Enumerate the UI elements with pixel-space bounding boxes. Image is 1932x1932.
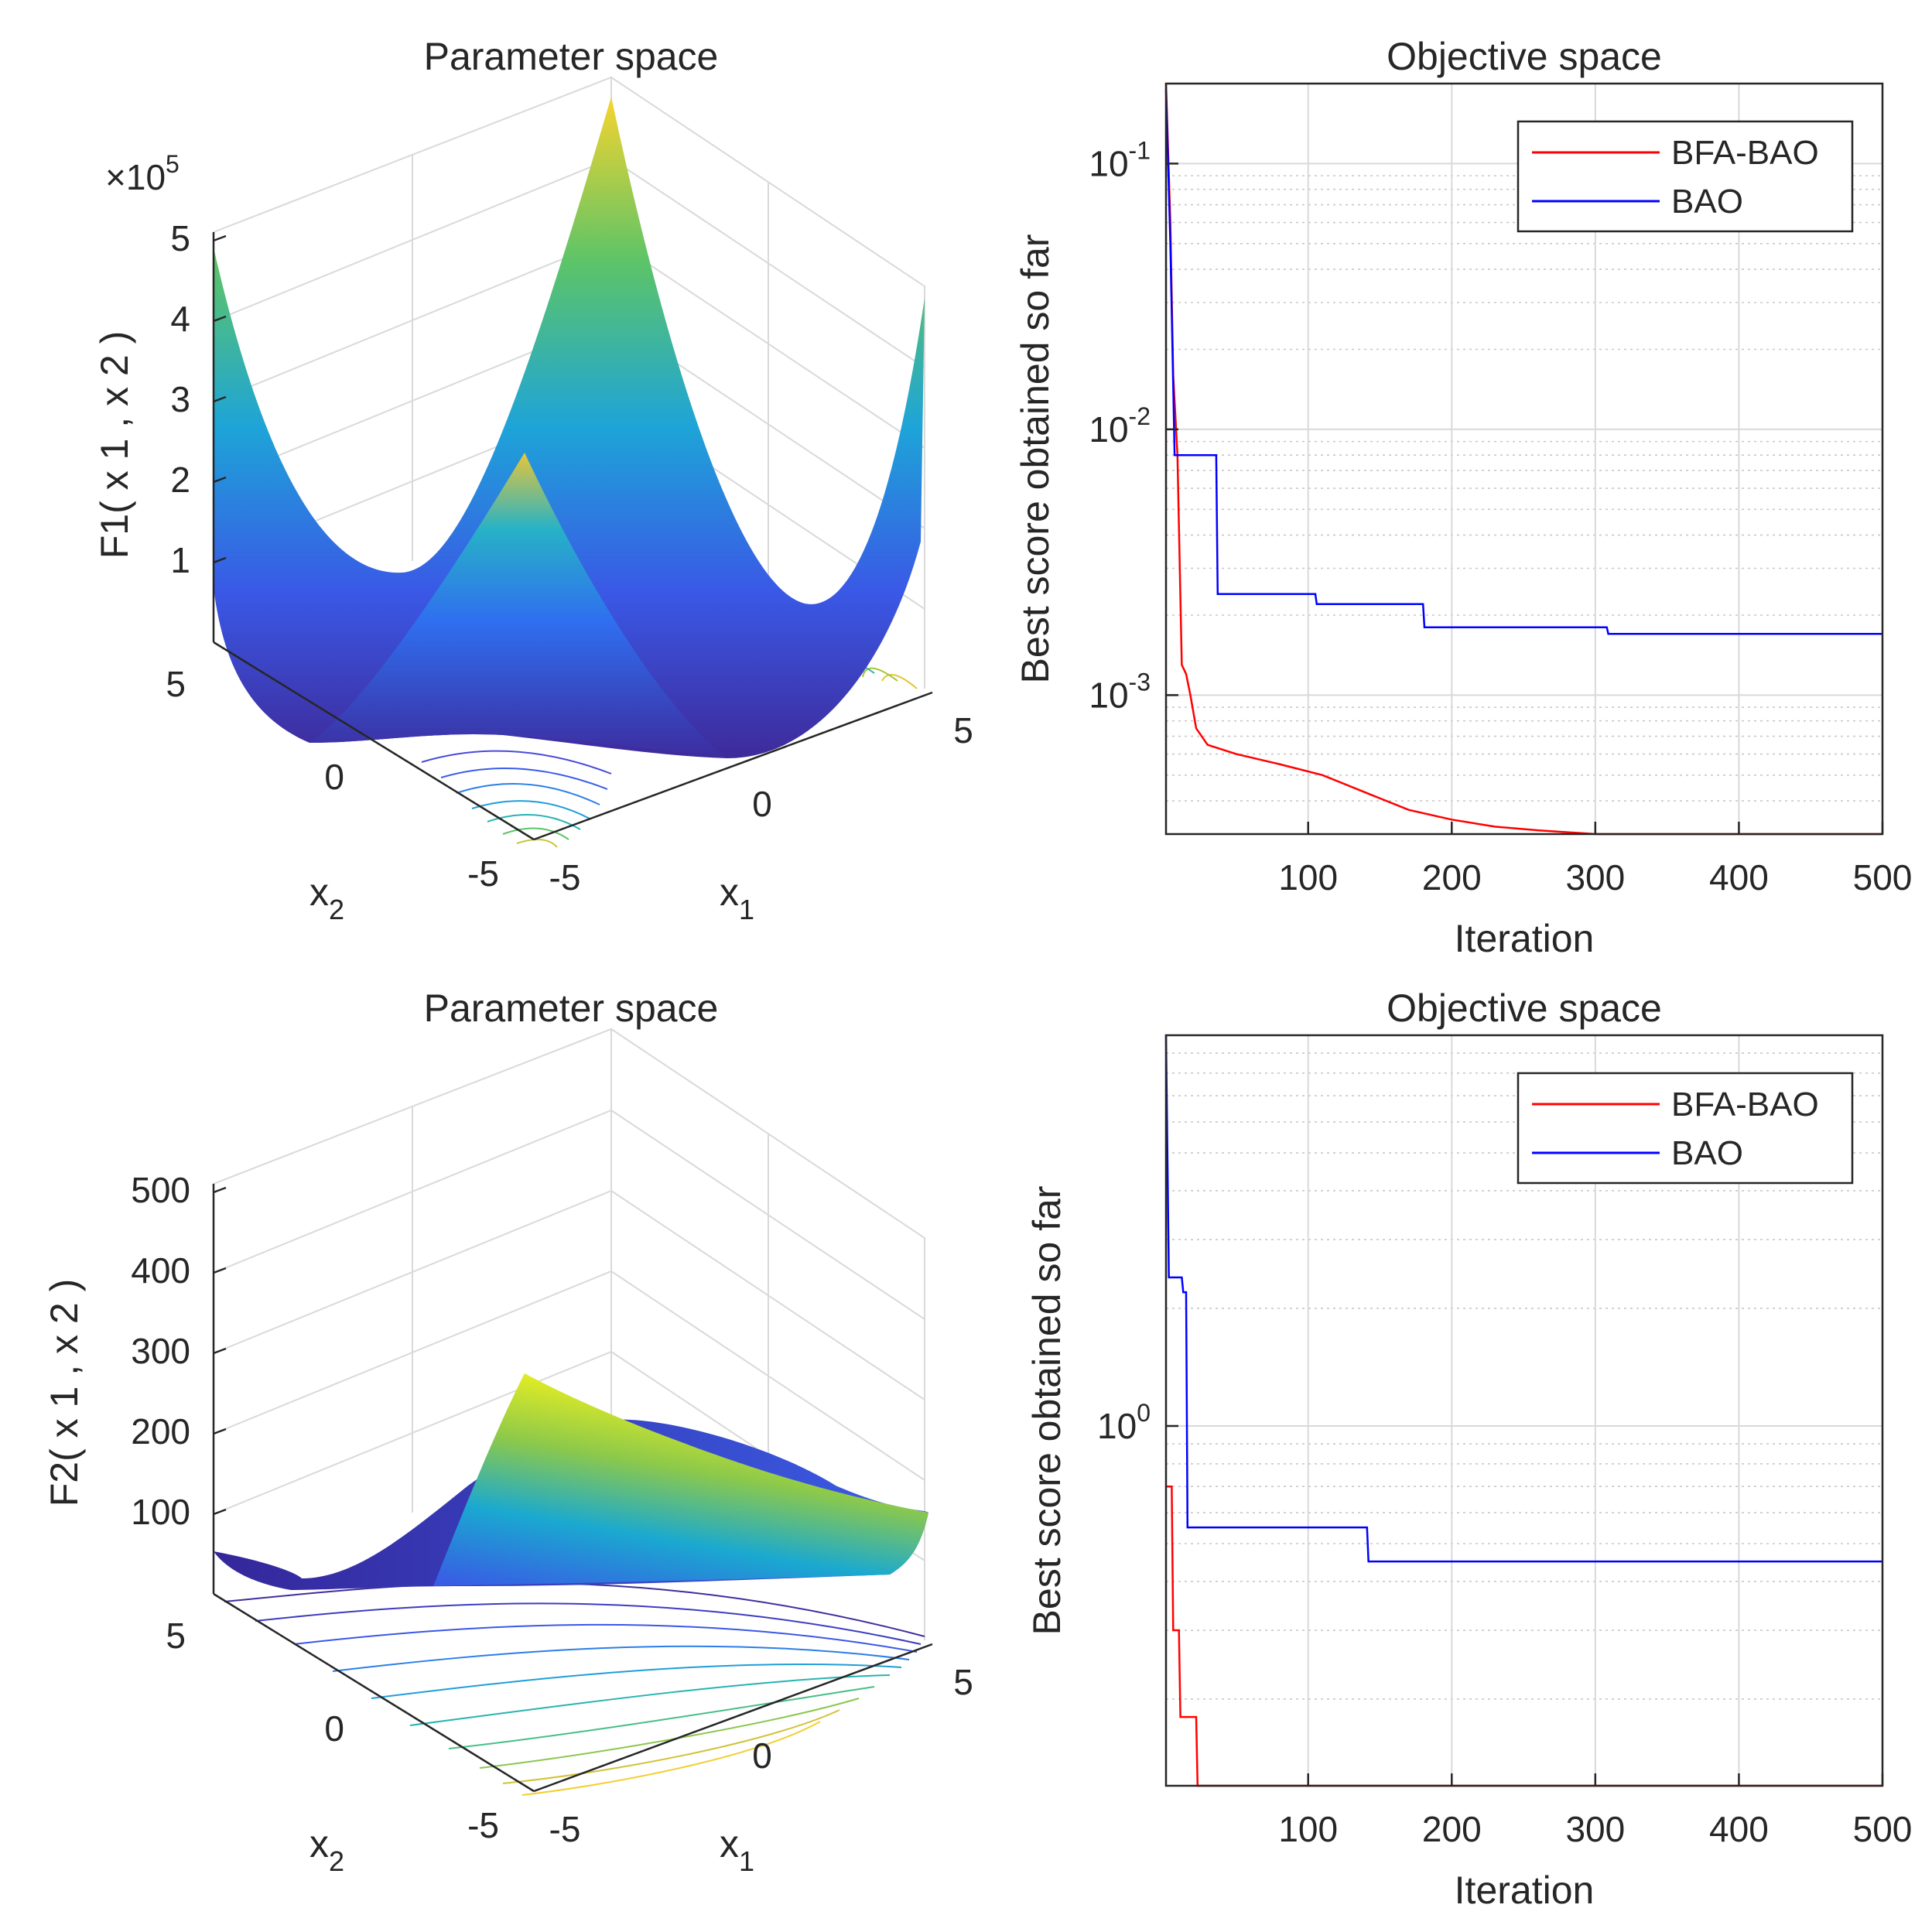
p3-xlabel: x1 [720,1822,754,1877]
p4-x-tick-label: 400 [1709,1809,1769,1849]
p1-y-tick-0: 0 [324,757,344,797]
p1-surface [214,97,925,758]
p3-floor-contours [224,1582,925,1796]
p3-y-tick-0: 0 [324,1708,344,1749]
p1-ylabel: x2 [309,870,344,925]
p3-x-tick-0: 0 [752,1735,772,1776]
p3-y-tick-m5: -5 [467,1805,499,1845]
p3-x-axis [533,1643,933,1793]
p4-series-bfa-bao [1166,1485,1882,1787]
p2-y-tick-label: 10-3 [1089,668,1151,715]
p4-legend-label-bao: BAO [1671,1134,1743,1172]
p1-y-axis [213,641,535,841]
p1-x-ticks: -5 0 5 [549,710,973,898]
p2-axes-box [1164,82,1884,836]
p1-z-tick-4: 4 [170,299,190,339]
p1-z-tick-2: 2 [170,460,190,500]
surface-plot-f1: Parameter space [93,35,973,925]
p1-z-tick-3: 3 [170,379,190,419]
p4-xlabel: Iteration [1455,1869,1595,1912]
convergence-plot-f1: Objective space 100 200 300 400 500 10-1 10-2… [1014,35,1912,960]
p1-x-tick-0: 0 [752,784,772,824]
p3-surface [214,1373,928,1590]
p1-x-tick-5: 5 [953,710,973,751]
p2-x-tick-label: 300 [1565,857,1625,898]
p3-y-axis [213,1592,535,1793]
p2-y-tick-label: 10-1 [1089,136,1151,183]
p1-z-tick-5: 5 [170,218,190,258]
p4-series-bao [1164,1034,1882,1563]
p3-zlabel: F2( x 1 , x 2 ) [43,1279,86,1507]
p2-x-ticks: 100 200 300 400 500 [1278,822,1912,898]
p1-x-tick-m5: -5 [549,857,581,898]
p1-y-tick-5: 5 [166,664,186,704]
p4-y-ticks: 100 [1097,1399,1178,1446]
p4-x-tick-label: 300 [1565,1809,1625,1849]
p2-legend-label-bao: BAO [1671,183,1743,221]
p4-x-tick-label: 100 [1278,1809,1338,1849]
p3-z-tick-300: 300 [131,1331,190,1371]
p1-z-ticks: 1 2 3 4 5 [170,218,227,580]
p2-y-ticks: 10-1 10-2 10-3 [1089,136,1178,715]
p2-title: Objective space [1387,35,1662,78]
p2-x-tick-label: 500 [1853,857,1913,898]
p4-ylabel: Best score obtained so far [1025,1186,1069,1636]
surface-plot-f2: Parameter space [43,987,973,1877]
p1-z-tick-1: 1 [170,540,190,580]
p4-axes-box [1164,1034,1884,1787]
p3-z-ticks: 100 200 300 400 500 [131,1170,227,1532]
p3-ylabel: x2 [309,1822,344,1877]
p2-series [1164,83,1882,836]
p4-x-tick-label: 200 [1422,1809,1482,1849]
p2-y-tick-label: 10-2 [1089,402,1151,450]
p3-y-tick-5: 5 [166,1616,186,1656]
p3-box-grid [213,1028,925,1640]
p3-x-tick-5: 5 [953,1662,973,1702]
p2-x-tick-label: 200 [1422,857,1482,898]
p3-y-ticks: 5 0 -5 [166,1616,499,1845]
p4-y-tick-label: 100 [1097,1399,1151,1446]
p4-legend-label-bfa-bao: BFA-BAO [1671,1086,1819,1123]
p2-x-tick-label: 100 [1278,857,1338,898]
p4-series [1164,1034,1882,1787]
p2-x-tick-label: 400 [1709,857,1769,898]
p3-z-tick-100: 100 [131,1492,190,1532]
p1-z-multiplier: ×105 [105,150,180,197]
p1-xlabel: x1 [720,870,754,925]
convergence-plot-f2: Objective space 100 200 300 400 500 100 Iter… [1025,987,1912,1912]
p2-legend-label-bfa-bao: BFA-BAO [1671,134,1819,172]
p1-y-tick-m5: -5 [467,853,499,894]
p4-x-ticks: 100 200 300 400 500 [1278,1773,1912,1849]
p4-x-tick-label: 500 [1853,1809,1913,1849]
p4-title: Objective space [1387,987,1662,1030]
p3-x-ticks: -5 0 5 [549,1662,973,1849]
p1-y-ticks: 5 0 -5 [166,664,499,894]
p1-title: Parameter space [424,35,719,78]
p3-z-tick-500: 500 [131,1170,190,1210]
p3-title: Parameter space [424,987,719,1030]
p3-x-tick-m5: -5 [549,1809,581,1849]
p3-z-tick-400: 400 [131,1250,190,1291]
p2-ylabel: Best score obtained so far [1014,234,1057,684]
p4-legend: BFA-BAO BAO [1517,1072,1854,1185]
p1-zlabel: F1( x 1 , x 2 ) [93,331,136,559]
p2-legend: BFA-BAO BAO [1517,120,1854,233]
p2-series-bao [1164,89,1882,635]
p1-x-axis [533,691,933,841]
p3-z-tick-200: 200 [131,1411,190,1452]
p2-xlabel: Iteration [1455,917,1595,960]
